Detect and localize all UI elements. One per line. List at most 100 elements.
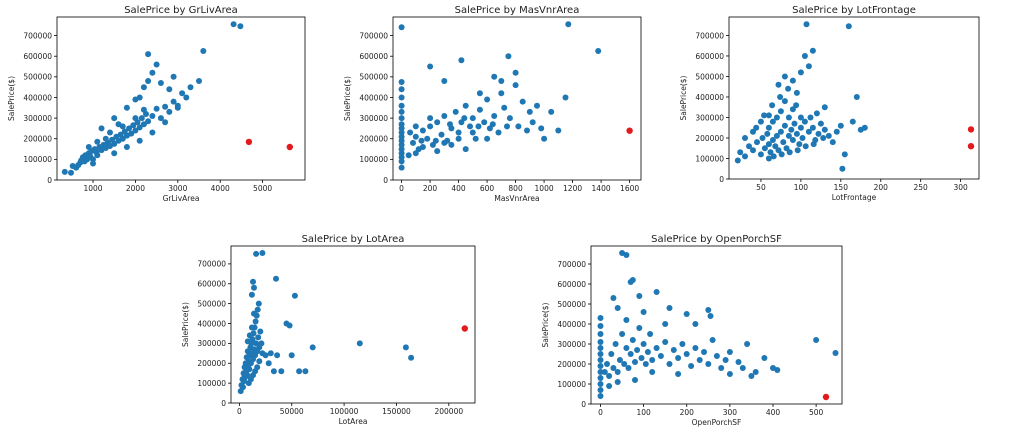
- outlier-point: [822, 393, 830, 401]
- x-tick-label: 1000: [83, 184, 102, 193]
- data-point: [166, 86, 173, 93]
- points: [597, 250, 839, 401]
- data-point: [625, 365, 632, 371]
- data-point: [597, 351, 604, 357]
- x-tick-label: 300: [723, 408, 738, 417]
- x-tick-label: 150000: [382, 407, 411, 416]
- y-axis-label: SalePrice($): [541, 302, 550, 347]
- data-point: [769, 118, 776, 125]
- data-point: [119, 123, 126, 130]
- data-point: [718, 365, 725, 371]
- data-point: [102, 135, 109, 142]
- data-point: [781, 73, 788, 80]
- data-point: [644, 349, 651, 355]
- y-tick-label: 700000: [557, 260, 586, 269]
- data-point: [604, 361, 610, 367]
- data-point: [705, 361, 712, 367]
- data-point: [742, 153, 748, 160]
- data-point: [597, 339, 604, 345]
- data-point: [398, 94, 405, 101]
- data-point: [241, 372, 248, 379]
- data-point: [726, 371, 733, 377]
- data-point: [447, 121, 453, 128]
- subplot-4: SalePrice by LotArea 0 50000 100000 150000 20…: [181, 234, 476, 426]
- data-point: [126, 125, 133, 132]
- data-point: [623, 345, 630, 351]
- data-point: [166, 108, 173, 115]
- data-point: [538, 125, 545, 132]
- data-point: [491, 113, 498, 119]
- y-tick-label: 200000: [197, 359, 226, 368]
- data-point: [791, 120, 798, 127]
- data-point: [739, 365, 746, 371]
- y-tick-label: 100000: [359, 155, 388, 164]
- x-tick-label: 200: [680, 408, 695, 417]
- data-point: [512, 82, 519, 89]
- data-point: [309, 344, 316, 351]
- data-point: [619, 331, 626, 337]
- data-point: [810, 141, 817, 148]
- plot-title: SalePrice by OpenPorchSF: [651, 234, 782, 245]
- data-point: [675, 355, 682, 361]
- y-tick-label: 700000: [197, 260, 226, 269]
- data-point: [614, 305, 621, 311]
- data-point: [722, 357, 729, 363]
- data-point: [775, 81, 782, 88]
- data-point: [476, 106, 483, 113]
- axes-frame: [590, 245, 843, 405]
- data-point: [481, 119, 488, 126]
- data-point: [240, 384, 246, 391]
- y-tick-label: 400000: [695, 93, 724, 102]
- data-point: [505, 53, 512, 60]
- data-point: [469, 115, 476, 122]
- data-point: [640, 309, 647, 315]
- data-point: [797, 124, 804, 131]
- data-point: [548, 108, 555, 115]
- data-point: [642, 361, 649, 367]
- y-tick-label: 100000: [695, 154, 724, 163]
- data-point: [777, 94, 784, 100]
- data-point: [807, 114, 814, 121]
- data-point: [597, 315, 604, 321]
- data-point: [398, 108, 405, 115]
- data-point: [455, 135, 462, 142]
- y-tick-label: 0: [221, 399, 226, 408]
- data-point: [405, 152, 412, 159]
- data-point: [797, 114, 804, 121]
- data-point: [597, 363, 604, 369]
- y-tick-label: 600000: [695, 52, 724, 61]
- data-point: [692, 321, 699, 327]
- y-tick-label: 500000: [197, 299, 226, 308]
- data-point: [398, 154, 405, 161]
- data-point: [398, 115, 405, 122]
- x-tick-label: 2000: [126, 184, 145, 193]
- data-point: [408, 354, 415, 361]
- data-point: [796, 141, 803, 148]
- data-point: [265, 360, 272, 367]
- data-point: [744, 341, 751, 347]
- data-point: [773, 132, 780, 139]
- data-point: [786, 149, 793, 156]
- data-point: [237, 23, 244, 30]
- data-point: [761, 355, 768, 361]
- data-point: [85, 144, 92, 150]
- data-point: [412, 133, 419, 140]
- data-point: [427, 123, 434, 130]
- data-point: [752, 369, 759, 375]
- data-point: [597, 331, 604, 337]
- data-point: [597, 369, 604, 375]
- data-point: [837, 122, 844, 129]
- data-point: [735, 359, 742, 365]
- data-point: [519, 98, 526, 105]
- data-point: [128, 130, 135, 137]
- subplot-3: SalePrice by LotFrontage 50 100 150 200 250 30…: [679, 5, 980, 202]
- x-tick-label: 1600: [620, 184, 639, 193]
- data-point: [491, 73, 498, 80]
- data-point: [267, 350, 274, 357]
- data-point: [772, 143, 779, 150]
- data-point: [632, 377, 638, 383]
- data-point: [427, 115, 434, 122]
- data-point: [793, 130, 800, 137]
- data-point: [398, 125, 405, 132]
- x-tick-label: 600: [480, 184, 495, 193]
